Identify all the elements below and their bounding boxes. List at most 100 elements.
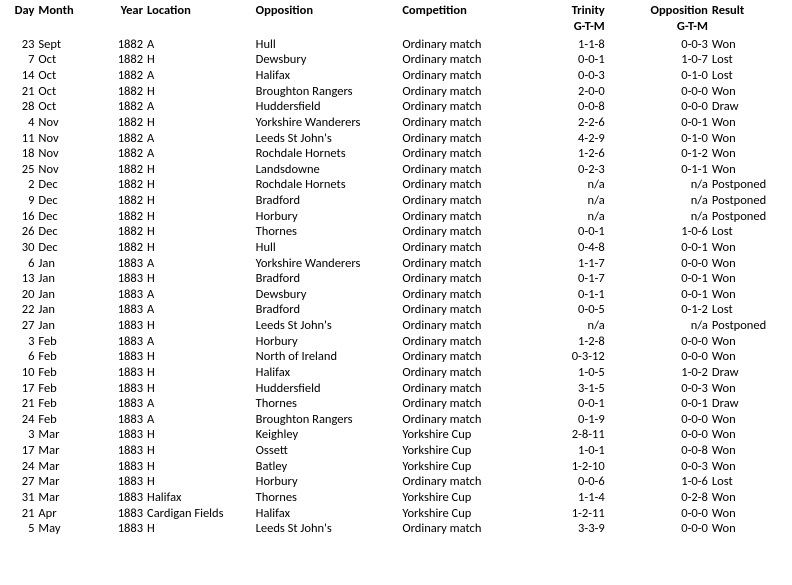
cell: n/a [607, 177, 710, 193]
cell: 1882 [91, 115, 145, 131]
cell: 24 [6, 412, 36, 428]
cell: Oct [36, 68, 90, 84]
cell: 1-0-1 [525, 443, 606, 459]
cell: Ordinary match [400, 256, 525, 272]
cell: 17 [6, 443, 36, 459]
cell: 1-0-2 [607, 365, 710, 381]
cell: H [145, 318, 254, 334]
cell: 0-1-2 [607, 146, 710, 162]
cell: Won [710, 443, 786, 459]
cell: Ordinary match [400, 381, 525, 397]
col-result: Result [710, 4, 786, 20]
cell: Horbury [254, 334, 401, 350]
cell: Oct [36, 99, 90, 115]
col-trinity: Trinity [525, 4, 606, 20]
cell: Mar [36, 443, 90, 459]
cell: 1882 [91, 52, 145, 68]
cell: 9 [6, 193, 36, 209]
cell: Ordinary match [400, 131, 525, 147]
cell: 1883 [91, 365, 145, 381]
cell: 31 [6, 490, 36, 506]
cell: Keighley [254, 427, 401, 443]
cell: Won [710, 506, 786, 522]
cell: 0-0-1 [525, 224, 606, 240]
cell: Ordinary match [400, 287, 525, 303]
table-row: 3Mar1883HKeighleyYorkshire Cup2-8-110-0-… [6, 427, 786, 443]
table-row: 21Feb1883AThornesOrdinary match0-0-10-0-… [6, 396, 786, 412]
cell: Dec [36, 209, 90, 225]
cell: 1883 [91, 412, 145, 428]
cell: 0-0-3 [607, 459, 710, 475]
cell: 1882 [91, 68, 145, 84]
cell: 0-0-3 [607, 381, 710, 397]
table-row: 25Nov1882HLandsdowneOrdinary match0-2-30… [6, 162, 786, 178]
cell: 0-0-1 [607, 115, 710, 131]
cell: Won [710, 84, 786, 100]
cell: 0-0-1 [607, 271, 710, 287]
cell: Leeds St John's [254, 318, 401, 334]
cell: 2-0-0 [525, 84, 606, 100]
cell: 25 [6, 162, 36, 178]
cell: Postponed [710, 193, 786, 209]
cell: 0-0-1 [607, 287, 710, 303]
cell: 1882 [91, 37, 145, 53]
cell: 1-1-8 [525, 37, 606, 53]
col-trinity-gtm: G-T-M [525, 20, 606, 36]
cell: 1883 [91, 318, 145, 334]
cell: 0-1-2 [607, 302, 710, 318]
cell: Oct [36, 52, 90, 68]
cell: 30 [6, 240, 36, 256]
cell: n/a [607, 193, 710, 209]
table-row: 26Dec1882HThornesOrdinary match0-0-11-0-… [6, 224, 786, 240]
cell: Lost [710, 224, 786, 240]
cell: Postponed [710, 318, 786, 334]
cell: Won [710, 37, 786, 53]
cell: 1883 [91, 287, 145, 303]
cell: 1-0-7 [607, 52, 710, 68]
cell: 0-0-0 [607, 521, 710, 537]
cell: Won [710, 146, 786, 162]
table-row: 6Feb1883HNorth of IrelandOrdinary match0… [6, 349, 786, 365]
cell: Won [710, 521, 786, 537]
cell: Huddersfield [254, 381, 401, 397]
table-body: 23Sept1882AHullOrdinary match1-1-80-0-3W… [6, 37, 786, 537]
cell: H [145, 193, 254, 209]
cell: Ordinary match [400, 365, 525, 381]
cell: 10 [6, 365, 36, 381]
cell: 1-2-6 [525, 146, 606, 162]
cell: 14 [6, 68, 36, 84]
cell: 1-1-7 [525, 256, 606, 272]
cell: Ordinary match [400, 334, 525, 350]
cell: 0-0-1 [607, 396, 710, 412]
cell: H [145, 209, 254, 225]
cell: 1883 [91, 396, 145, 412]
cell: Jan [36, 318, 90, 334]
cell: 0-0-0 [607, 256, 710, 272]
table-row: 21Apr1883Cardigan FieldsHalifaxYorkshire… [6, 506, 786, 522]
cell: 21 [6, 396, 36, 412]
cell: 1883 [91, 490, 145, 506]
cell: 24 [6, 459, 36, 475]
cell: 0-4-8 [525, 240, 606, 256]
cell: Mar [36, 490, 90, 506]
cell: 27 [6, 318, 36, 334]
cell: Lost [710, 474, 786, 490]
cell: Lost [710, 302, 786, 318]
col-location: Location [145, 4, 254, 20]
cell: 0-1-7 [525, 271, 606, 287]
cell: May [36, 521, 90, 537]
cell: Jan [36, 287, 90, 303]
cell: Feb [36, 349, 90, 365]
cell: Won [710, 271, 786, 287]
cell: Ordinary match [400, 84, 525, 100]
cell: 1883 [91, 381, 145, 397]
cell: H [145, 349, 254, 365]
cell: 3-3-9 [525, 521, 606, 537]
cell: H [145, 459, 254, 475]
table-row: 9Dec1882HBradfordOrdinary matchn/an/aPos… [6, 193, 786, 209]
cell: H [145, 240, 254, 256]
table-row: 24Mar1883HBatleyYorkshire Cup1-2-100-0-3… [6, 459, 786, 475]
cell: Yorkshire Wanderers [254, 256, 401, 272]
cell: 6 [6, 349, 36, 365]
table-row: 22Jan1883ABradfordOrdinary match0-0-50-1… [6, 302, 786, 318]
